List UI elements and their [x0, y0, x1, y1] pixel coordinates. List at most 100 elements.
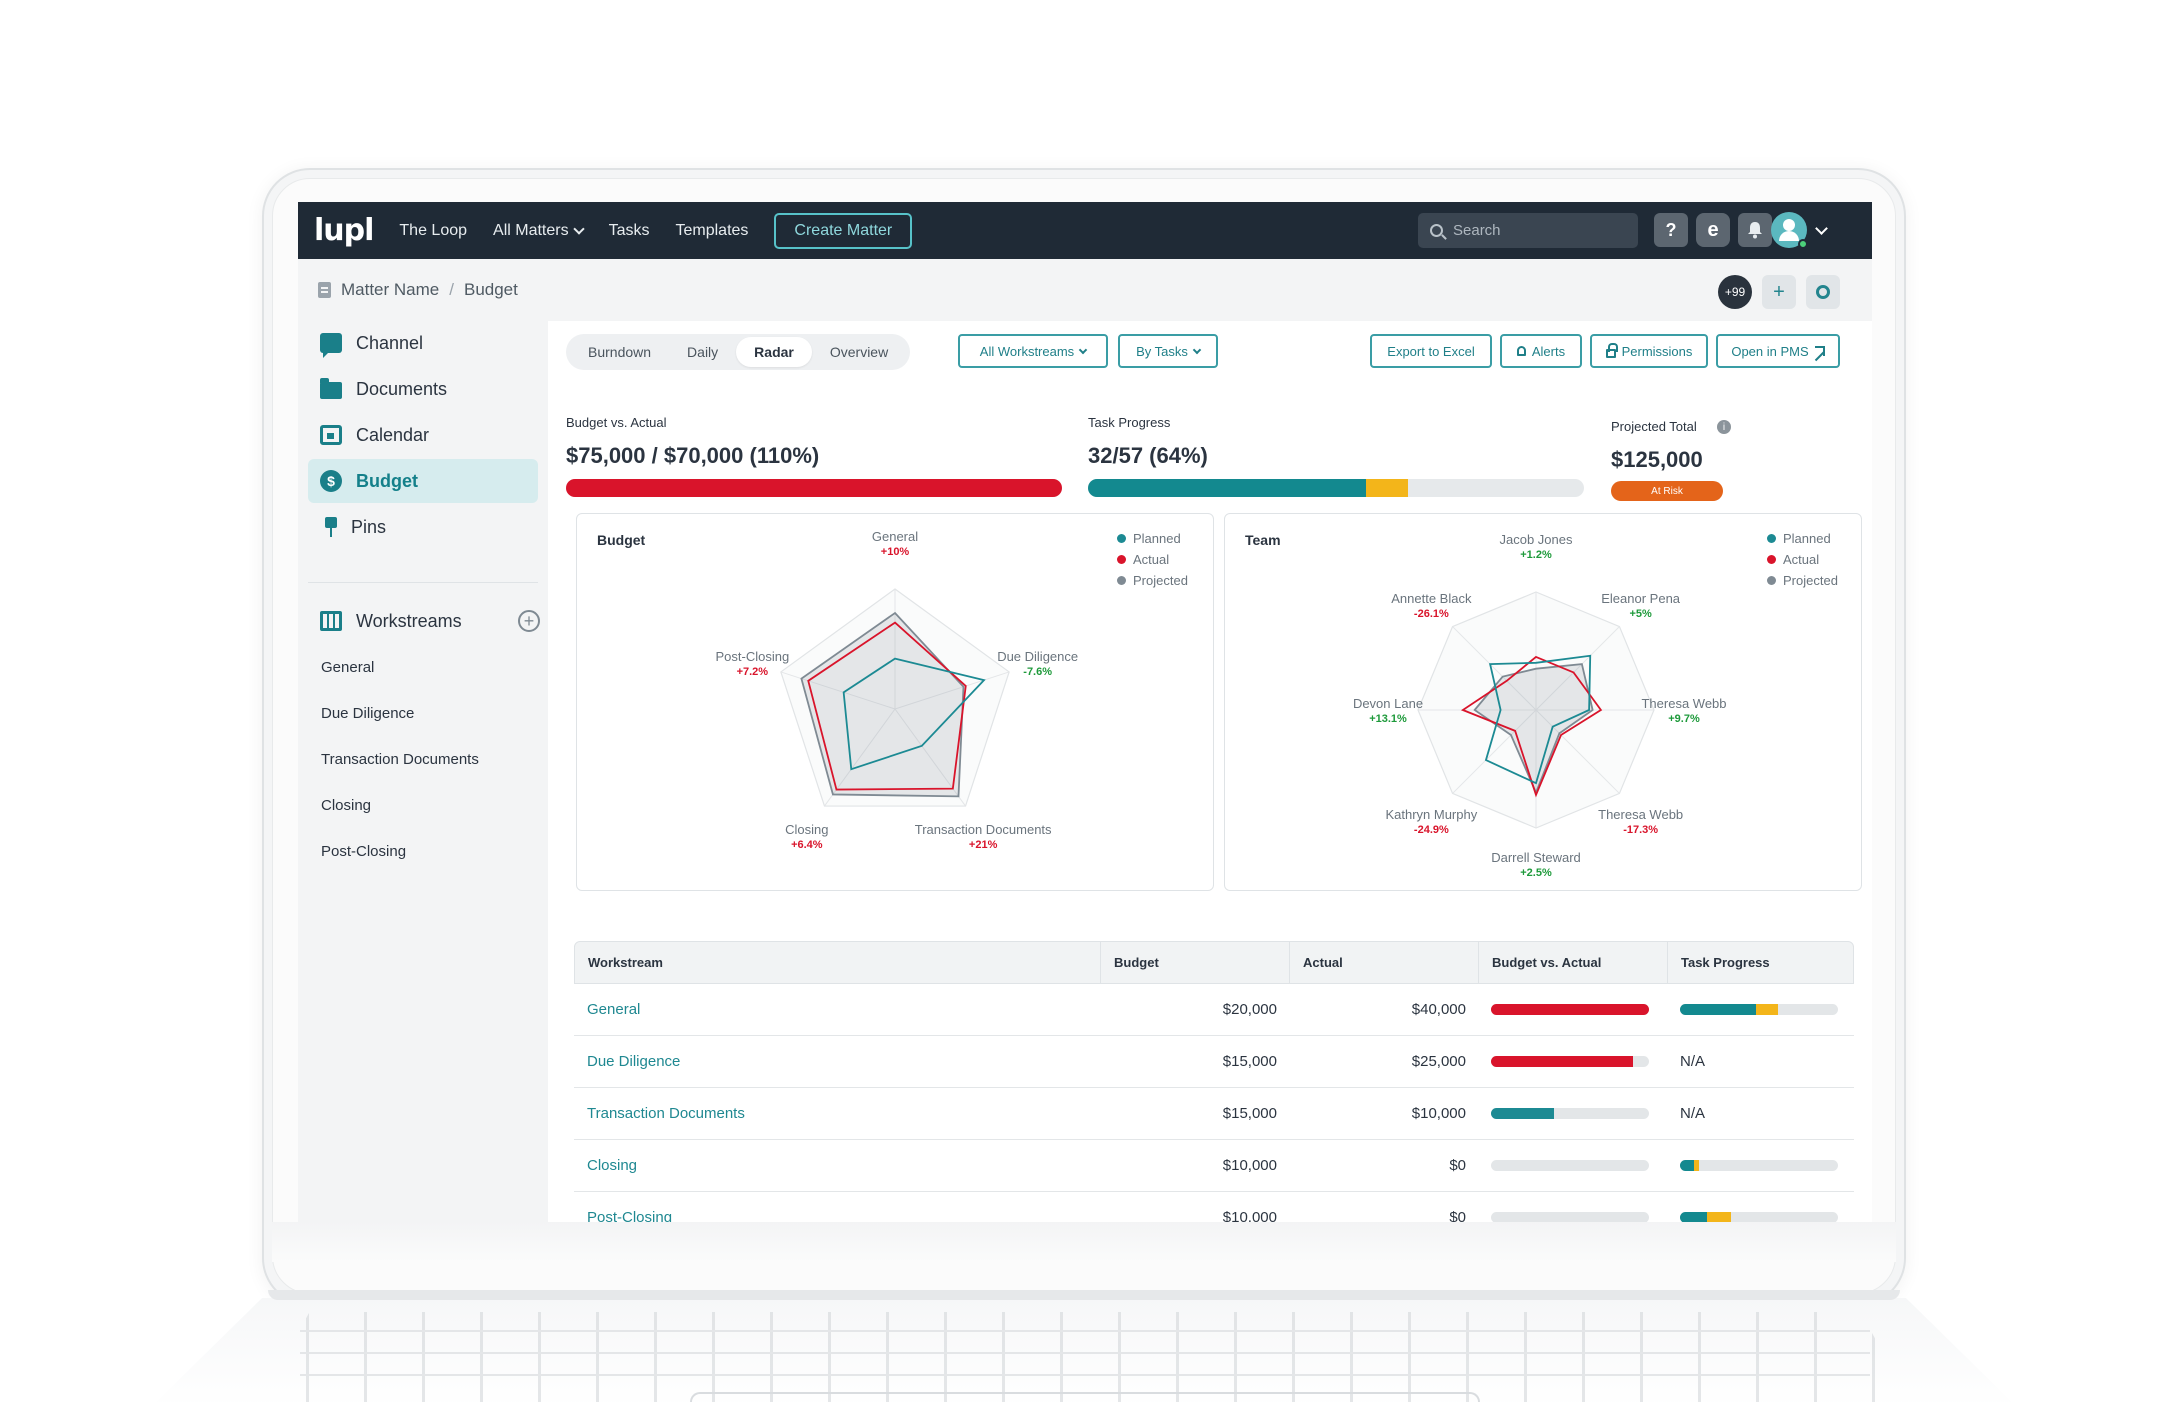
- budget-cell: $15,000: [1222, 1105, 1277, 1122]
- workstream-link[interactable]: Closing: [587, 1157, 638, 1174]
- task-progress-value: 32/57 (64%): [1088, 443, 1208, 468]
- radar-axis-delta: -7.6%: [1023, 665, 1053, 678]
- nav-all-matters[interactable]: All Matters: [493, 222, 585, 240]
- budget-vs-actual-cell: [1478, 1192, 1667, 1224]
- workstream-link[interactable]: General: [587, 1001, 641, 1018]
- chevron-down-icon[interactable]: [1815, 222, 1828, 235]
- table-row: Due Diligence $15,000 $25,000 N/A: [574, 1036, 1854, 1088]
- task-progress-bar: [1088, 479, 1584, 497]
- alerts-button[interactable]: Alerts: [1500, 334, 1582, 368]
- bell-icon[interactable]: [1738, 213, 1772, 247]
- budget-progress-fill: [566, 479, 1062, 497]
- radar-axis-label: Eleanor Pena: [1601, 591, 1681, 607]
- sidebar: Channel Documents Calendar $ Budget Pins…: [298, 321, 540, 1224]
- task-progress-bar: [1680, 1004, 1838, 1015]
- settings-button[interactable]: [1806, 275, 1840, 309]
- permissions-button[interactable]: Permissions: [1590, 334, 1708, 368]
- tab-radar[interactable]: Radar: [736, 337, 812, 367]
- e-app-icon[interactable]: e: [1696, 213, 1730, 247]
- workstream-closing[interactable]: Closing: [321, 797, 372, 814]
- laptop-trackpad: [690, 1392, 1480, 1402]
- workstreams-filter-dropdown[interactable]: All Workstreams: [958, 334, 1108, 368]
- column-header[interactable]: Actual: [1290, 942, 1479, 983]
- task-progress-extra-fill: [1706, 1212, 1731, 1223]
- by-tasks-dropdown[interactable]: By Tasks: [1118, 334, 1218, 368]
- workstream-due-diligence[interactable]: Due Diligence: [321, 705, 415, 722]
- nav-the-loop[interactable]: The Loop: [399, 221, 468, 239]
- dollar-icon: $: [320, 470, 342, 492]
- radar-axis-label: Jacob Jones: [1499, 532, 1573, 547]
- pin-icon: [325, 517, 337, 537]
- sidebar-item-label: Budget: [356, 470, 418, 491]
- radar-spoke: [894, 708, 966, 807]
- legend-projected: Projected: [1783, 573, 1838, 588]
- radar-axis-label: Theresa Webb: [1641, 696, 1727, 711]
- column-header[interactable]: Budget: [1101, 942, 1290, 983]
- team-radar-chart: [1417, 591, 1655, 829]
- workstream-transaction-documents[interactable]: Transaction Documents: [321, 751, 479, 768]
- add-member-button[interactable]: +: [1762, 275, 1796, 309]
- sidebar-item-calendar[interactable]: Calendar: [308, 413, 538, 457]
- budget-vs-actual-bar: [1491, 1108, 1649, 1119]
- calendar-icon: [320, 425, 342, 445]
- at-risk-badge: At Risk: [1611, 481, 1723, 501]
- search-input[interactable]: Search: [1418, 213, 1638, 248]
- legend-dot: [1767, 555, 1776, 564]
- column-header[interactable]: Task Progress: [1681, 955, 1770, 970]
- column-header[interactable]: Workstream: [575, 942, 1101, 983]
- add-workstream-icon[interactable]: +: [518, 610, 540, 632]
- sidebar-item-documents[interactable]: Documents: [308, 367, 538, 411]
- table-header: Workstream Budget Actual Budget vs. Actu…: [574, 941, 1854, 984]
- workstream-link[interactable]: Transaction Documents: [587, 1105, 745, 1122]
- tab-overview[interactable]: Overview: [829, 344, 889, 360]
- export-excel-button[interactable]: Export to Excel: [1370, 334, 1492, 368]
- sidebar-item-pins[interactable]: Pins: [308, 505, 538, 549]
- breadcrumb-matter[interactable]: Matter Name: [341, 280, 440, 299]
- workstream-link[interactable]: Post-Closing: [587, 1209, 673, 1224]
- budget-radar-title: Budget: [597, 532, 646, 548]
- member-count-avatar[interactable]: +99: [1718, 275, 1752, 309]
- column-header[interactable]: Budget vs. Actual: [1479, 942, 1668, 983]
- budget-cell: $10,000: [1222, 1209, 1277, 1224]
- sidebar-item-channel[interactable]: Channel: [308, 321, 538, 365]
- table-row: Transaction Documents $15,000 $10,000 N/A: [574, 1088, 1854, 1140]
- budget-cell: $20,000: [1222, 1001, 1277, 1018]
- budget-vs-actual-value: $75,000 / $70,000 (110%): [566, 443, 820, 468]
- budget-radar-chart: [780, 588, 1010, 807]
- table-row: Closing $10,000 $0: [574, 1140, 1854, 1192]
- tab-burndown[interactable]: Burndown: [588, 344, 652, 360]
- radar-axis-delta: +7.2%: [736, 665, 769, 678]
- nav-templates[interactable]: Templates: [675, 221, 749, 239]
- info-icon[interactable]: i: [1717, 420, 1731, 434]
- nav-tasks[interactable]: Tasks: [608, 221, 650, 239]
- create-matter-button[interactable]: Create Matter: [774, 212, 913, 249]
- workstream-post-closing[interactable]: Post-Closing: [321, 843, 407, 860]
- team-radar-legend: Planned Actual Projected: [1767, 528, 1838, 591]
- sidebar-item-budget[interactable]: $ Budget: [308, 459, 538, 503]
- task-progress-cell: [1667, 1192, 1852, 1224]
- top-nav: lupl The Loop All Matters Tasks Template…: [298, 202, 1872, 259]
- budget-vs-actual-cell: [1478, 1036, 1667, 1087]
- sidebar-item-workstreams[interactable]: Workstreams +: [308, 599, 540, 643]
- search-placeholder: Search: [1453, 222, 1501, 239]
- task-progress-text: N/A: [1680, 1053, 1706, 1070]
- sidebar-divider: [308, 582, 538, 583]
- radar-axis-delta: +6.4%: [791, 839, 823, 852]
- legend-planned: Planned: [1783, 531, 1831, 546]
- gear-icon: [1816, 285, 1830, 299]
- help-icon[interactable]: ?: [1654, 213, 1688, 247]
- radar-spoke: [1452, 626, 1537, 711]
- budget-progress-bar: [566, 479, 1062, 497]
- open-in-pms-button[interactable]: Open in PMS: [1716, 334, 1840, 368]
- radar-axis-delta: +9.7%: [1668, 713, 1700, 725]
- task-progress-bar: [1680, 1160, 1838, 1171]
- tab-daily[interactable]: Daily: [687, 344, 719, 360]
- legend-projected: Projected: [1133, 573, 1188, 588]
- lupl-logo[interactable]: lupl: [314, 213, 374, 248]
- workstream-link[interactable]: Due Diligence: [587, 1053, 681, 1070]
- workstream-general[interactable]: General: [321, 659, 375, 676]
- budget-vs-actual-bar: [1491, 1160, 1649, 1171]
- budget-vs-actual-fill: [1491, 1004, 1649, 1015]
- chevron-down-icon: [1078, 345, 1088, 354]
- user-avatar[interactable]: [1771, 212, 1808, 249]
